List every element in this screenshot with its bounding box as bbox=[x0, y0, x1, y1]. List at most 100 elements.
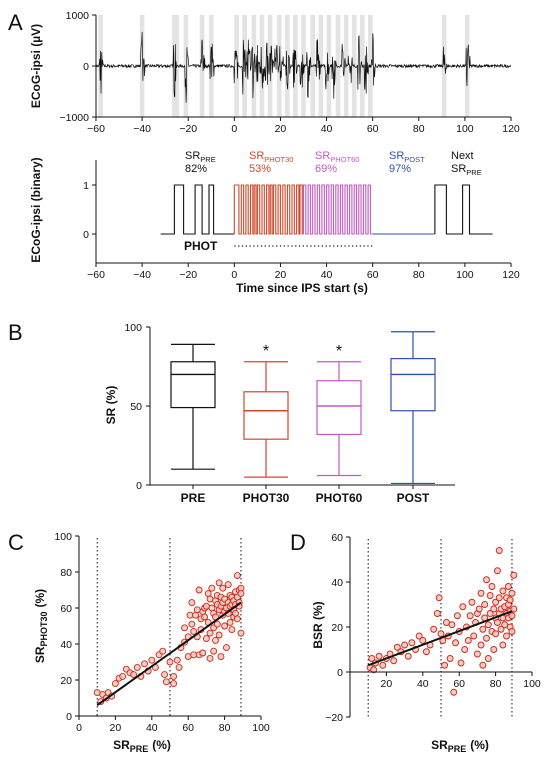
annotation-pct-phot60: 69% bbox=[315, 163, 337, 175]
x-tick-label: −60 bbox=[87, 269, 105, 281]
data-point bbox=[475, 605, 483, 613]
d-xlabel-sub: PRE bbox=[448, 744, 467, 754]
x-tick-label: 20 bbox=[110, 722, 122, 734]
data-point bbox=[435, 594, 443, 602]
data-point bbox=[490, 646, 498, 653]
data-point bbox=[159, 647, 167, 655]
data-point bbox=[233, 615, 241, 623]
highlight-band bbox=[183, 15, 189, 117]
data-point bbox=[486, 592, 494, 599]
annotation-pct-post: 97% bbox=[389, 163, 411, 175]
data-point bbox=[233, 572, 241, 580]
data-point bbox=[206, 654, 214, 662]
data-point bbox=[510, 571, 518, 579]
data-point bbox=[201, 613, 209, 621]
highlight-band bbox=[242, 15, 248, 117]
data-point bbox=[379, 661, 387, 669]
data-point bbox=[161, 671, 168, 679]
data-point bbox=[483, 576, 490, 584]
scatter-points bbox=[366, 547, 518, 696]
data-point bbox=[390, 657, 398, 665]
y-tick-label: 1000 bbox=[66, 10, 90, 22]
data-point bbox=[477, 641, 485, 649]
data-point bbox=[468, 598, 476, 606]
c-ylabel-sub: PHOT30 bbox=[39, 611, 49, 646]
x-tick-label: −60 bbox=[87, 123, 105, 135]
d-ylabel: BSR (%) bbox=[311, 601, 325, 648]
y-tick-label: 60 bbox=[60, 603, 72, 615]
data-point bbox=[141, 660, 148, 668]
highlight-band bbox=[208, 15, 214, 117]
ann-next-sub: PRE bbox=[466, 168, 481, 177]
x-tick-label: 60 bbox=[367, 123, 379, 135]
highlight-band bbox=[335, 15, 341, 117]
x-tick-label: 60 bbox=[182, 722, 194, 734]
data-point bbox=[219, 584, 227, 592]
annotation-sr-phot60: SRPHOT60 bbox=[315, 150, 359, 164]
category-label: POST bbox=[397, 491, 430, 505]
data-point bbox=[422, 648, 430, 656]
data-point bbox=[206, 629, 214, 637]
data-point bbox=[479, 661, 487, 669]
x-tick-label: 100 bbox=[456, 123, 474, 135]
data-point bbox=[133, 663, 141, 671]
annotation-sr-post: SRPOST bbox=[389, 150, 425, 164]
data-point bbox=[492, 630, 500, 638]
reference-lines bbox=[96, 538, 242, 716]
x-tick-label: 80 bbox=[413, 269, 425, 281]
data-point bbox=[504, 583, 512, 590]
d-xlabel-unit: (%) bbox=[470, 738, 489, 752]
category-label: PHOT30 bbox=[243, 491, 290, 505]
data-point bbox=[419, 637, 427, 644]
x-tick-label: −40 bbox=[133, 269, 151, 281]
data-point bbox=[495, 594, 503, 602]
d-xlabel-main: SR bbox=[431, 738, 448, 752]
data-point bbox=[448, 621, 456, 629]
data-point bbox=[393, 643, 401, 651]
highlight-band bbox=[293, 15, 298, 117]
data-point bbox=[457, 659, 465, 667]
sr-ylabel: SR (%) bbox=[104, 386, 118, 425]
data-point bbox=[484, 621, 492, 629]
data-point bbox=[224, 581, 232, 589]
data-point bbox=[404, 652, 412, 660]
x-tick-label: 40 bbox=[321, 123, 333, 135]
panel-letter-c: C bbox=[8, 530, 24, 555]
panel-b-axes: 0 50 100 PRE PHOT30 PHOT60 POST bbox=[124, 322, 455, 505]
data-point bbox=[508, 589, 516, 597]
highlight-band bbox=[267, 15, 273, 117]
data-point bbox=[111, 680, 119, 688]
data-point bbox=[181, 624, 189, 632]
y-tick-label: 0 bbox=[136, 480, 142, 492]
significance-star: * bbox=[336, 343, 342, 360]
data-point bbox=[483, 634, 490, 642]
panel-letter-b: B bbox=[8, 320, 23, 345]
x-tick-label: 20 bbox=[275, 269, 287, 281]
x-tick-label: −20 bbox=[179, 123, 197, 135]
data-point bbox=[210, 647, 218, 655]
data-point bbox=[433, 610, 441, 617]
ann-phot60-sub: PHOT60 bbox=[330, 155, 359, 164]
data-point bbox=[495, 547, 503, 554]
y-tick-label: 20 bbox=[331, 622, 343, 634]
data-point bbox=[452, 639, 460, 647]
x-tick-label: 60 bbox=[453, 678, 465, 690]
ann-phot60-main: SR bbox=[315, 150, 330, 162]
data-point bbox=[130, 671, 138, 679]
highlight-band bbox=[139, 15, 145, 117]
y-tick-label: 40 bbox=[60, 639, 72, 651]
box-pre bbox=[170, 361, 216, 409]
ecog-trace bbox=[95, 31, 511, 103]
annotation-pct-phot30: 53% bbox=[249, 163, 271, 175]
x-tick-label: 0 bbox=[231, 269, 237, 281]
annotation-pct-pre: 82% bbox=[185, 163, 207, 175]
y-tick-label: 80 bbox=[60, 567, 72, 579]
data-point bbox=[508, 612, 516, 620]
data-point bbox=[430, 625, 438, 633]
x-tick-label: 20 bbox=[381, 678, 393, 690]
annotation-next-sr: SRPRE bbox=[451, 163, 482, 177]
data-point bbox=[188, 620, 196, 628]
x-tick-label: 0 bbox=[76, 722, 82, 734]
highlight-band bbox=[259, 15, 265, 117]
